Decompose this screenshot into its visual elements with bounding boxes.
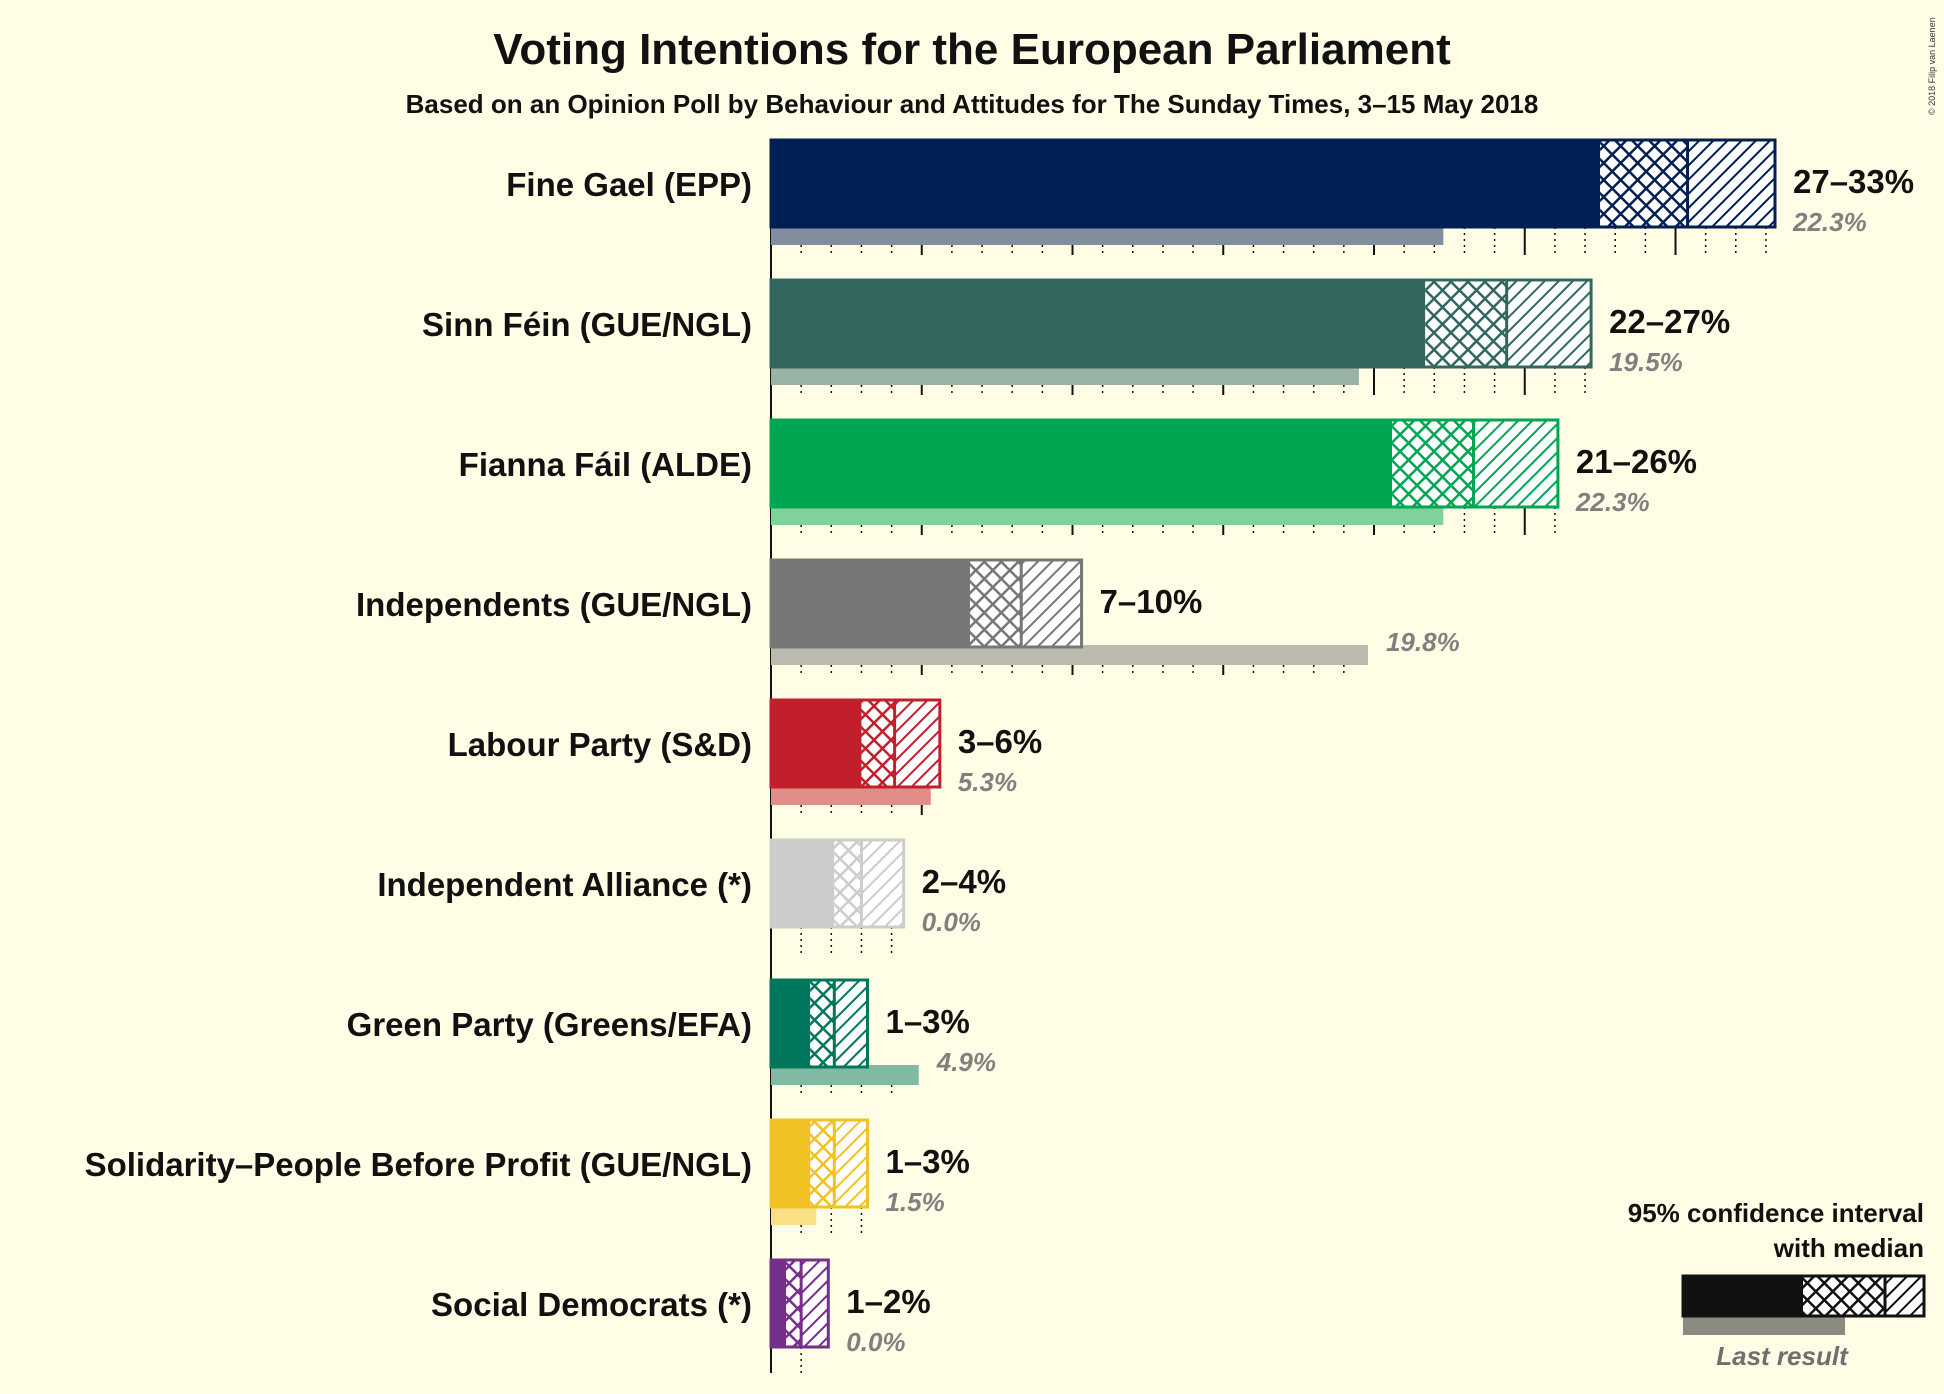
last-result-bar <box>771 1065 919 1085</box>
chart-subtitle: Based on an Opinion Poll by Behaviour an… <box>406 89 1539 119</box>
last-result-label: 22.3% <box>1792 207 1867 237</box>
last-result-label: 1.5% <box>885 1187 944 1217</box>
range-label: 1–3% <box>885 1003 969 1040</box>
last-result-bar <box>771 1205 817 1225</box>
bar-outline <box>769 558 1084 649</box>
solid-bar <box>771 560 970 647</box>
party-label: Fianna Fáil (ALDE) <box>459 446 752 483</box>
range-label: 1–3% <box>885 1143 969 1180</box>
legend-ci-lower <box>1803 1276 1885 1316</box>
party-label: Social Democrats (*) <box>431 1286 752 1323</box>
ci-lower-half <box>810 1120 835 1207</box>
party-label: Solidarity–People Before Profit (GUE/NGL… <box>85 1146 752 1183</box>
ci-upper-half <box>834 980 868 1067</box>
last-result-label: 22.3% <box>1575 487 1650 517</box>
bars-group: Fine Gael (EPP) 27–33% 22.3% Sinn Féin (GUE… <box>85 138 1914 1375</box>
ci-lower-half <box>969 560 1022 647</box>
solid-bar <box>771 420 1393 507</box>
legend: 95% confidence interval with median Last… <box>1628 1198 1926 1371</box>
solid-bar <box>771 1120 811 1207</box>
solid-bar <box>771 280 1426 367</box>
bar-outline <box>769 278 1593 369</box>
last-result-label: 19.5% <box>1609 347 1683 377</box>
ci-lower-half <box>834 840 862 927</box>
range-label: 22–27% <box>1609 303 1730 340</box>
bar-outline <box>769 698 942 789</box>
legend-last-result-bar <box>1683 1317 1845 1335</box>
chart-title: Voting Intentions for the European Parli… <box>493 25 1451 74</box>
ci-lower-half <box>1392 420 1474 507</box>
last-result-bar <box>771 365 1359 385</box>
range-label: 7–10% <box>1100 583 1203 620</box>
ci-upper-half <box>1687 140 1775 227</box>
range-label: 21–26% <box>1576 443 1697 480</box>
last-result-bar <box>771 225 1444 245</box>
last-result-bar <box>771 645 1368 665</box>
range-label: 27–33% <box>1793 163 1914 200</box>
solid-bar <box>771 140 1601 227</box>
ci-upper-half <box>861 840 904 927</box>
ci-lower-half <box>1425 280 1507 367</box>
party-label: Independent Alliance (*) <box>377 866 752 903</box>
bar-outline <box>769 838 906 929</box>
solid-bar <box>771 700 862 787</box>
last-result-label: 19.8% <box>1386 627 1460 657</box>
range-label: 2–4% <box>922 863 1006 900</box>
range-label: 1–2% <box>846 1283 930 1320</box>
ci-lower-half <box>810 980 835 1067</box>
ci-upper-half <box>894 700 940 787</box>
bar-outline <box>769 978 869 1069</box>
legend-last-result-label: Last result <box>1716 1341 1849 1371</box>
last-result-label: 0.0% <box>922 907 981 937</box>
bar-outline <box>769 1258 830 1349</box>
party-label: Green Party (Greens/EFA) <box>347 1006 752 1043</box>
last-result-label: 4.9% <box>936 1047 996 1077</box>
legend-title-line1: 95% confidence interval <box>1628 1198 1924 1228</box>
party-label: Independents (GUE/NGL) <box>356 586 752 623</box>
party-label: Sinn Féin (GUE/NGL) <box>422 306 752 343</box>
ci-upper-half <box>1021 560 1082 647</box>
bar-outline <box>769 138 1777 229</box>
party-label: Fine Gael (EPP) <box>506 166 752 203</box>
last-result-bar <box>771 505 1444 525</box>
party-label: Labour Party (S&D) <box>448 726 752 763</box>
ci-lower-half <box>1600 140 1688 227</box>
last-result-label: 0.0% <box>846 1327 905 1357</box>
last-result-label: 5.3% <box>958 767 1017 797</box>
legend-solid-bar <box>1683 1276 1803 1316</box>
ci-upper-half <box>1473 420 1558 507</box>
ci-upper-half <box>1506 280 1592 367</box>
legend-ci-upper <box>1885 1276 1924 1316</box>
ci-lower-half <box>786 1260 802 1347</box>
copyright-notice: © 2018 Filip van Laenen <box>1927 17 1937 115</box>
ci-lower-half <box>861 700 895 787</box>
bar-outline <box>769 1118 869 1209</box>
legend-title-line2: with median <box>1773 1233 1924 1263</box>
ci-upper-half <box>834 1120 868 1207</box>
range-label: 3–6% <box>958 723 1042 760</box>
last-result-bar <box>771 785 931 805</box>
legend-sample-bar <box>1681 1274 1926 1335</box>
solid-bar <box>771 840 835 927</box>
solid-bar <box>771 980 811 1067</box>
legend-outline <box>1681 1274 1926 1318</box>
bar-outline <box>769 418 1560 509</box>
ci-upper-half <box>801 1260 829 1347</box>
solid-bar <box>771 1260 787 1347</box>
